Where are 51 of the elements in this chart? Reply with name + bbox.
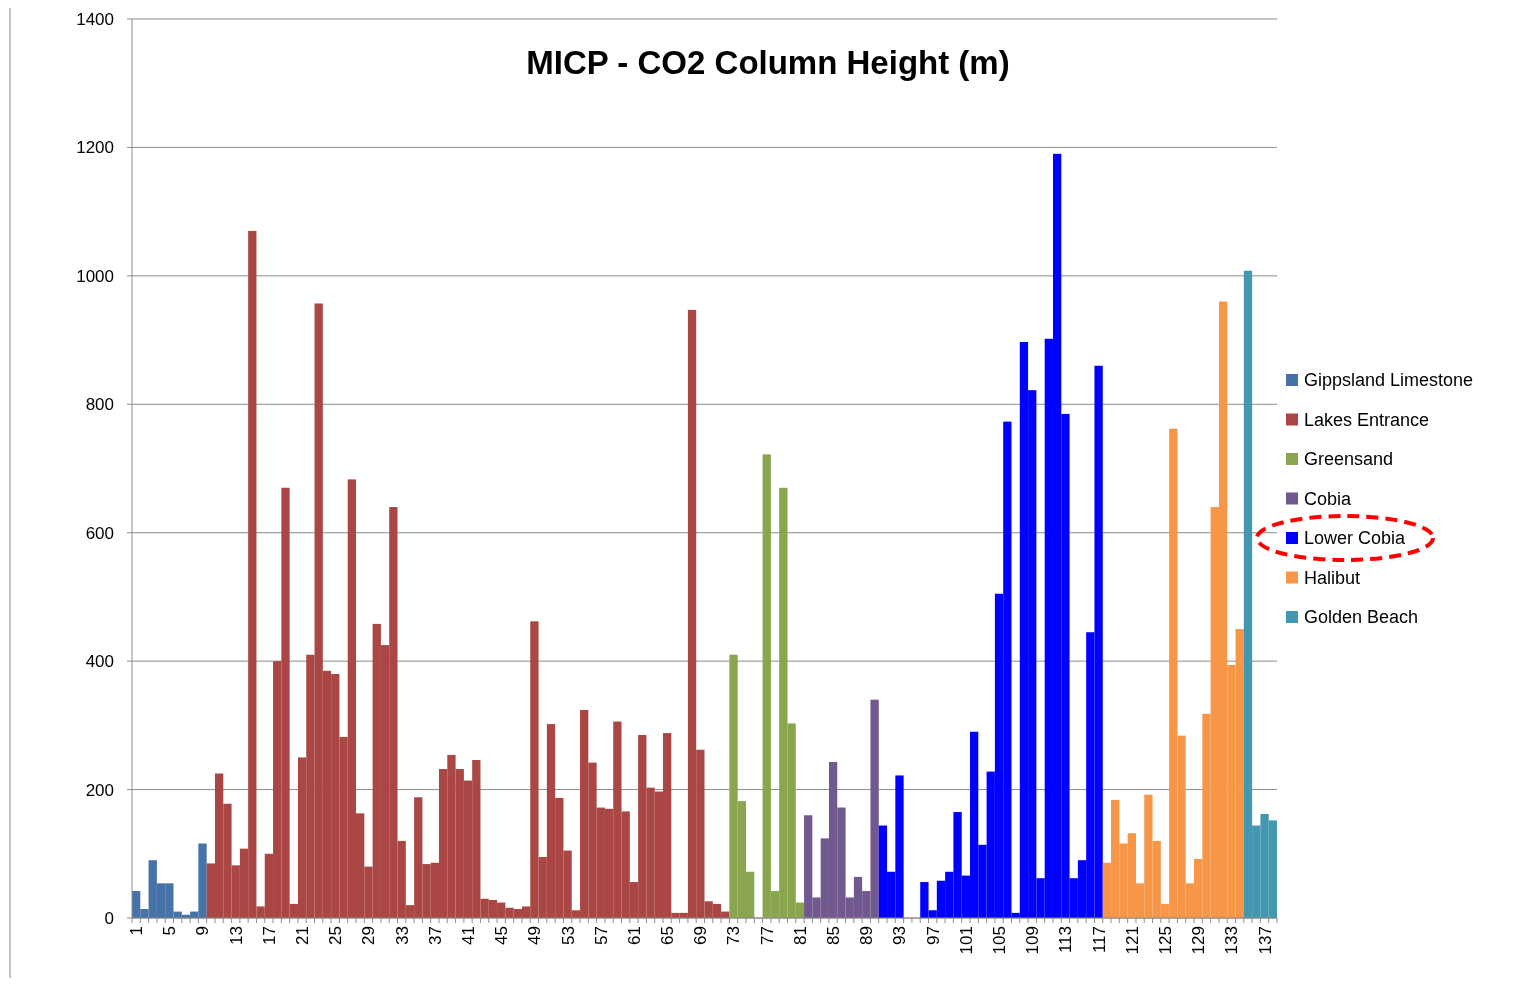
x-tick-label: 21 [293,926,313,945]
x-tick-label: 61 [624,926,644,945]
y-tick-label: 800 [85,395,114,415]
x-tick-label: 93 [890,926,910,945]
x-tick-label: 25 [326,926,346,945]
x-tick-label: 137 [1255,926,1275,955]
x-tick-label: 109 [1023,926,1043,955]
x-tick-label: 77 [757,926,777,945]
x-tick-label: 45 [492,926,512,945]
y-tick-label: 1000 [76,266,114,286]
x-tick-label: 53 [558,926,578,945]
y-tick-label: 200 [85,780,114,800]
legend-label: Halibut [1304,567,1361,588]
x-tick-label: 17 [259,926,279,945]
x-tick-label: 105 [990,926,1009,955]
legend-label: Cobia [1304,488,1353,509]
legend-label: Lakes Entrance [1304,409,1430,430]
legend-label: Golden Beach [1304,607,1419,628]
text: MICP - CO2 Column Height (m) [526,44,1010,81]
x-tick-label: 37 [425,926,445,945]
x-tick-label: 5 [160,926,180,936]
x-tick-label: 41 [458,926,478,945]
x-tick-label: 33 [392,926,412,945]
x-tick-label: 1 [127,926,147,936]
y-tick-label: 600 [85,523,114,543]
legend-label: Greensand [1304,449,1394,470]
x-tick-label: 101 [956,926,976,955]
legend-label: Lower Cobia [1304,528,1407,549]
x-tick-label: 49 [525,926,545,945]
x-tick-label: 113 [1056,926,1076,954]
y-tick-label: 1400 [76,9,114,29]
x-tick-label: 125 [1155,926,1175,955]
legend-label: Gippsland Limestone [1304,370,1474,391]
y-tick-label: 400 [85,652,114,672]
x-tick-label: 85 [824,926,844,945]
x-tick-label: 117 [1089,926,1109,954]
x-tick-label: 13 [226,926,246,945]
x-tick-label: 121 [1122,926,1142,955]
y-tick-label: 0 [104,908,114,928]
x-tick-label: 29 [359,926,379,945]
x-tick-label: 9 [193,926,213,936]
x-tick-label: 57 [591,926,611,945]
x-tick-label: 97 [923,926,943,945]
x-tick-label: 81 [790,926,810,945]
x-tick-label: 69 [691,926,711,945]
x-tick-label: 133 [1222,926,1242,955]
x-tick-label: 89 [857,926,877,945]
y-tick-label: 1200 [76,138,114,158]
x-tick-label: 73 [724,926,744,945]
x-tick-label: 65 [658,926,678,945]
x-tick-label: 129 [1189,926,1209,955]
